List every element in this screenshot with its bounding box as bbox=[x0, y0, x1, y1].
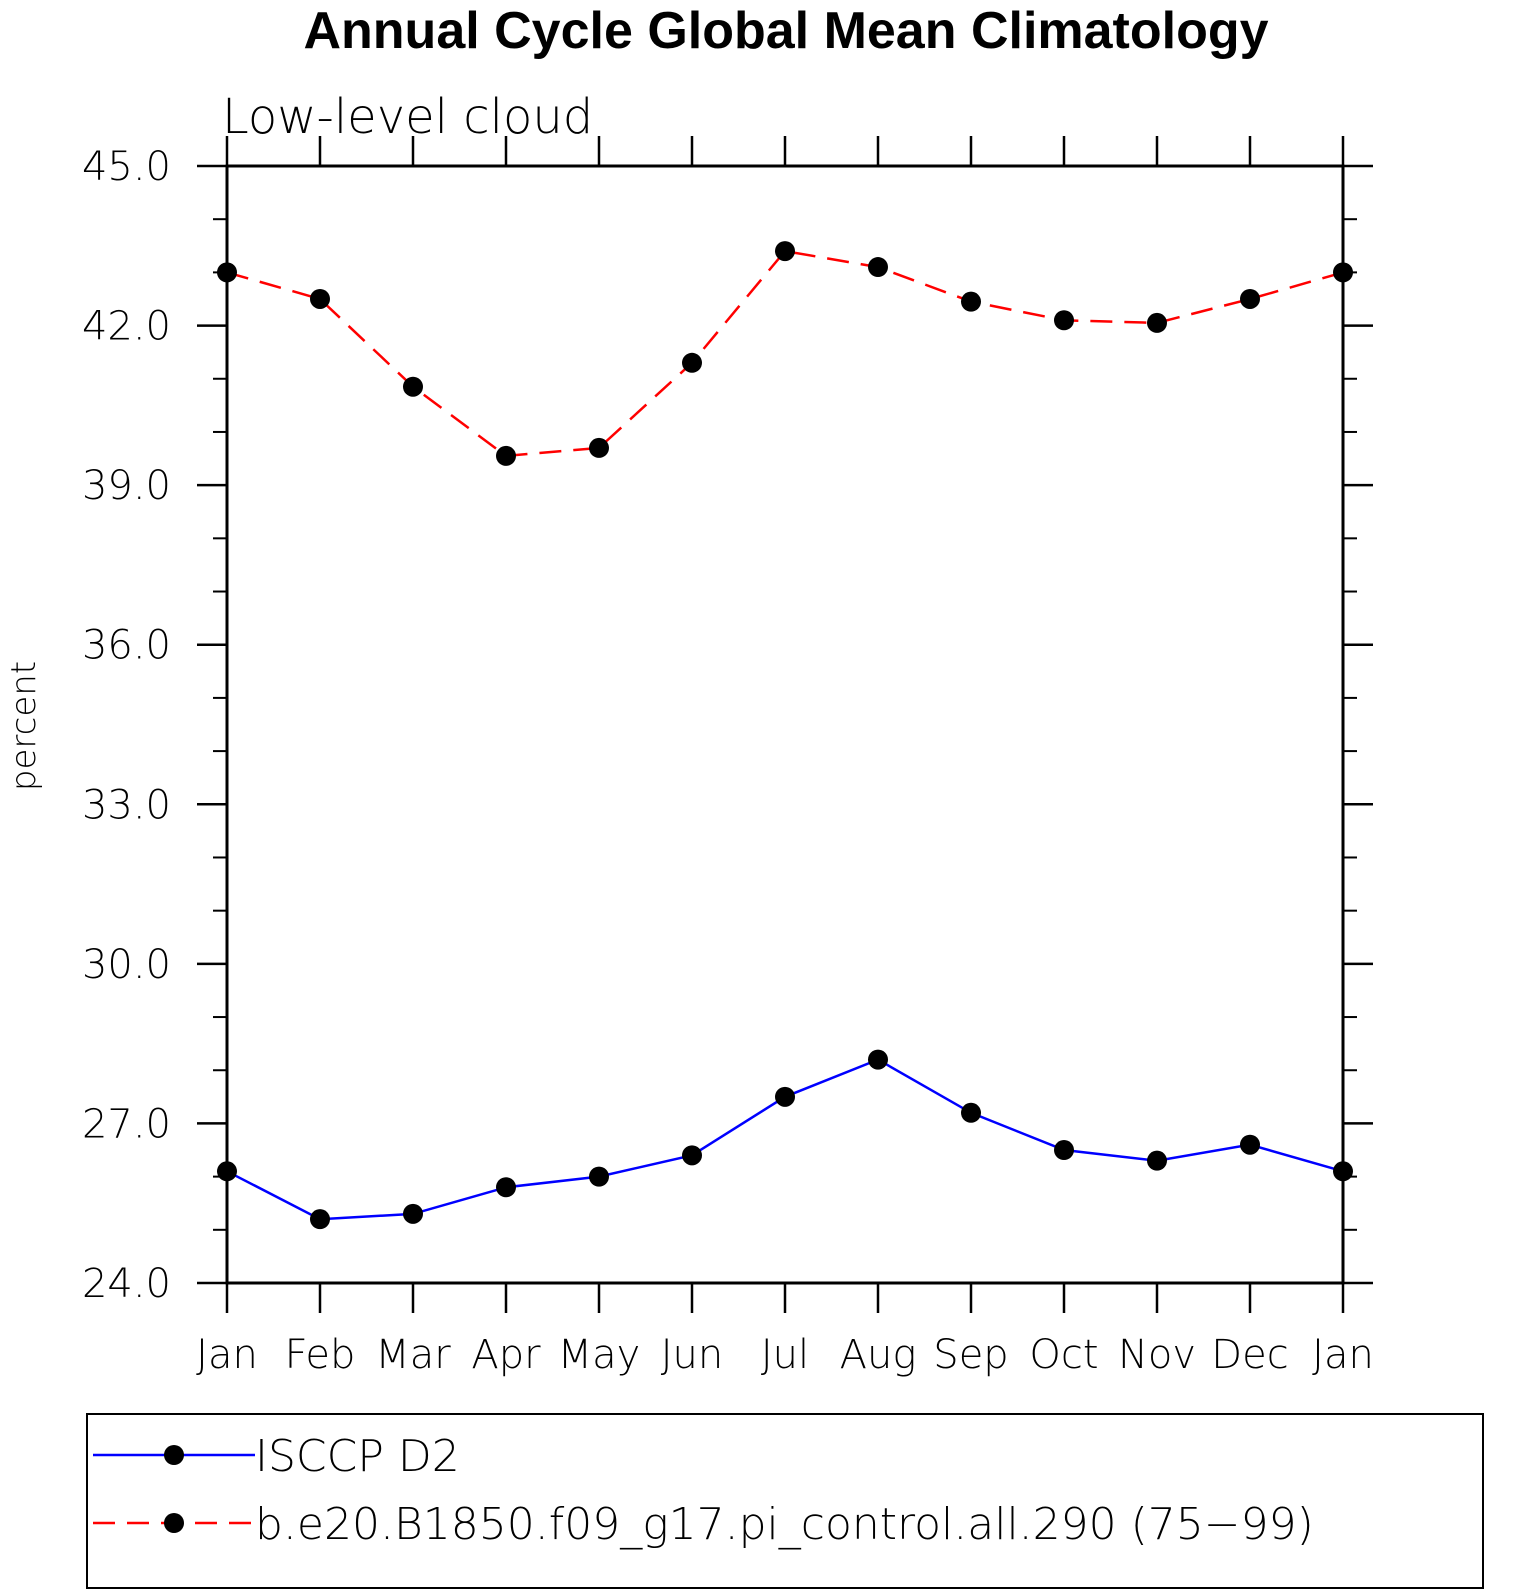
data-point-0 bbox=[496, 1177, 516, 1198]
x-tick-labels: Jan Feb Mar Apr May Jun Jul Aug Sep Oct Nov Dec Jan bbox=[196, 1332, 1374, 1378]
x-tick-label: Nov bbox=[1118, 1332, 1196, 1378]
axis-ticks bbox=[197, 136, 1373, 1313]
data-point-0 bbox=[682, 1145, 702, 1166]
y-tick-label: 42.0 bbox=[82, 304, 171, 350]
data-point-0 bbox=[868, 1049, 888, 1070]
legend-box bbox=[86, 1413, 1484, 1589]
data-point-1 bbox=[868, 257, 888, 278]
y-tick-label: 39.0 bbox=[82, 463, 171, 509]
data-point-0 bbox=[961, 1102, 981, 1123]
x-tick-label: Oct bbox=[1029, 1332, 1098, 1378]
plot-frame bbox=[225, 164, 1345, 1285]
y-tick-label: 30.0 bbox=[82, 942, 171, 988]
y-tick-label: 45.0 bbox=[82, 144, 171, 190]
data-point-1 bbox=[496, 445, 516, 466]
x-tick-label: Mar bbox=[375, 1332, 451, 1378]
x-tick-label: Dec bbox=[1211, 1332, 1288, 1378]
data-point-1 bbox=[682, 352, 702, 373]
data-point-0 bbox=[403, 1203, 423, 1224]
series-layer bbox=[217, 241, 1353, 1230]
x-tick-label: Apr bbox=[471, 1332, 541, 1378]
x-tick-label: Sep bbox=[933, 1332, 1008, 1378]
data-point-0 bbox=[1054, 1140, 1074, 1161]
legend: ISCCP D2 b.e20.B1850.f09_g17.pi_control.… bbox=[86, 1413, 1484, 1589]
x-tick-label: Feb bbox=[285, 1332, 356, 1378]
x-tick-label: Jul bbox=[761, 1332, 809, 1378]
data-point-0 bbox=[310, 1209, 330, 1230]
x-tick-label: May bbox=[558, 1332, 641, 1378]
y-tick-label: 27.0 bbox=[82, 1101, 171, 1147]
x-tick-label: Jun bbox=[661, 1332, 724, 1378]
series-line-1 bbox=[226, 249, 1344, 458]
chart-title: Annual Cycle Global Mean Climatology bbox=[303, 2, 1268, 60]
data-point-0 bbox=[589, 1166, 609, 1187]
legend-marker-0 bbox=[164, 1445, 184, 1465]
data-point-1 bbox=[1147, 312, 1167, 333]
data-point-0 bbox=[1240, 1134, 1260, 1155]
data-point-1 bbox=[961, 291, 981, 312]
x-tick-label: Jan bbox=[196, 1332, 258, 1378]
y-tick-label: 33.0 bbox=[82, 782, 171, 828]
legend-label-0: ISCCP D2 bbox=[255, 1431, 460, 1482]
data-point-0 bbox=[1147, 1150, 1167, 1171]
y-tick-labels: 24.0 27.0 30.0 33.0 36.0 39.0 42.0 45.0 bbox=[82, 144, 171, 1307]
data-point-1 bbox=[1240, 288, 1260, 309]
y-tick-label: 24.0 bbox=[82, 1261, 171, 1307]
data-point-0 bbox=[775, 1086, 795, 1107]
series-line-0 bbox=[226, 1058, 1344, 1221]
legend-label-1: b.e20.B1850.f09_g17.pi_control.all.290 (… bbox=[255, 1499, 1314, 1550]
data-point-1 bbox=[310, 288, 330, 309]
x-tick-label: Aug bbox=[840, 1332, 917, 1378]
x-tick-label: Jan bbox=[1312, 1332, 1374, 1378]
chart-subtitle: Low-level cloud bbox=[222, 89, 593, 145]
data-point-1 bbox=[403, 376, 423, 397]
data-point-1 bbox=[775, 241, 795, 262]
data-point-1 bbox=[1054, 310, 1074, 331]
data-point-1 bbox=[589, 437, 609, 458]
legend-marker-1 bbox=[164, 1513, 184, 1533]
y-tick-label: 36.0 bbox=[82, 623, 171, 669]
y-axis-label: percent bbox=[4, 661, 44, 791]
